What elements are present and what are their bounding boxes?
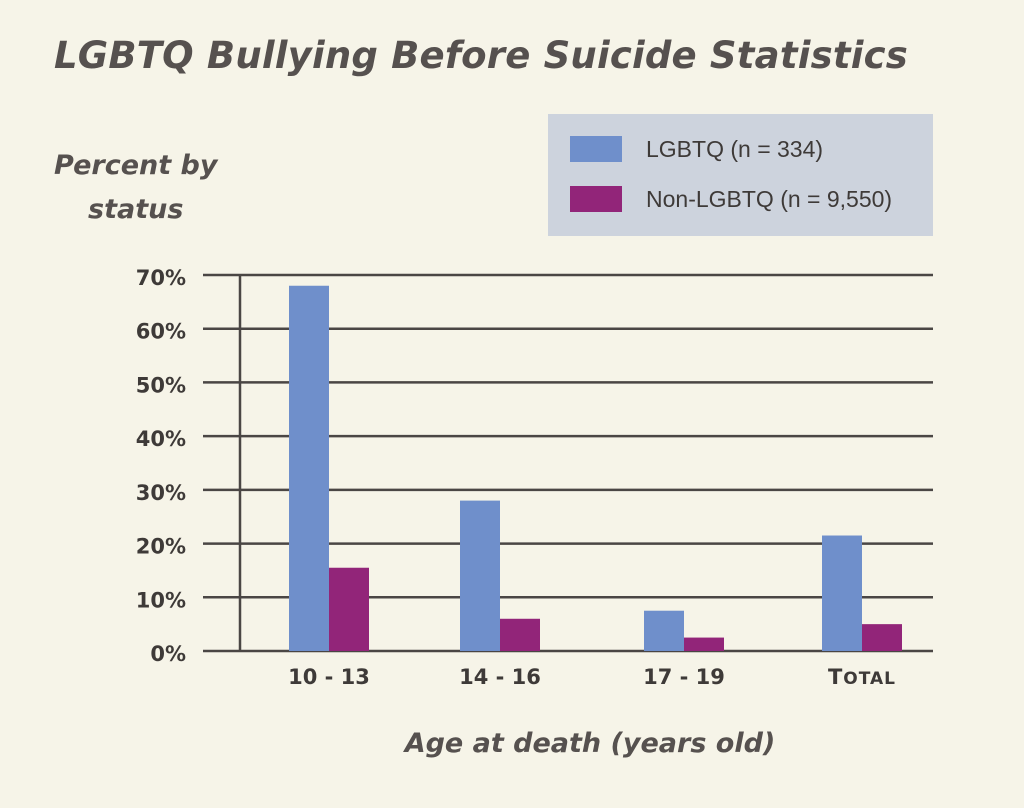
legend-item-lgbtq: LGBTQ (n = 334) — [570, 134, 823, 164]
bar-non-lgbtq — [329, 567, 369, 651]
bar-lgbtq — [822, 535, 862, 651]
legend-label-lgbtq: LGBTQ (n = 334) — [646, 135, 824, 162]
bar-lgbtq — [289, 285, 329, 651]
y-tick-label: 50% — [136, 373, 186, 397]
y-axis-label-line2: status — [88, 194, 184, 225]
x-tick-label: 17 - 19 — [643, 665, 725, 689]
x-axis-label: Age at death (years old) — [404, 728, 776, 759]
y-tick-label: 30% — [136, 481, 186, 505]
legend: LGBTQ (n = 334) Non-LGBTQ (n = 9,550) — [548, 114, 933, 236]
bar-non-lgbtq — [500, 618, 540, 651]
y-tick-label: 10% — [136, 588, 186, 612]
legend-item-non-lgbtq: Non-LGBTQ (n = 9,550) — [570, 184, 892, 214]
bar-lgbtq — [460, 500, 500, 651]
y-tick-label: 20% — [136, 535, 186, 559]
chart-title: LGBTQ Bullying Before Suicide Statistics — [54, 34, 908, 77]
bar-lgbtq — [644, 610, 684, 651]
bar-non-lgbtq — [684, 637, 724, 651]
legend-swatch-non-lgbtq — [570, 186, 622, 212]
y-tick-label: 0% — [150, 642, 186, 666]
x-tick-label: 10 - 13 — [288, 665, 370, 689]
y-tick-label: 40% — [136, 427, 186, 451]
y-axis-label-line1: Percent by — [54, 150, 218, 181]
legend-swatch-lgbtq — [570, 136, 622, 162]
legend-label-non-lgbtq: Non-LGBTQ (n = 9,550) — [646, 185, 893, 212]
bar-non-lgbtq — [862, 624, 902, 651]
y-tick-label: 70% — [136, 266, 186, 290]
y-tick-label: 60% — [136, 320, 186, 344]
x-tick-label: 14 - 16 — [459, 665, 541, 689]
x-tick-label: TOTAL — [828, 665, 896, 689]
y-axis-label: Percent by status — [54, 144, 217, 232]
